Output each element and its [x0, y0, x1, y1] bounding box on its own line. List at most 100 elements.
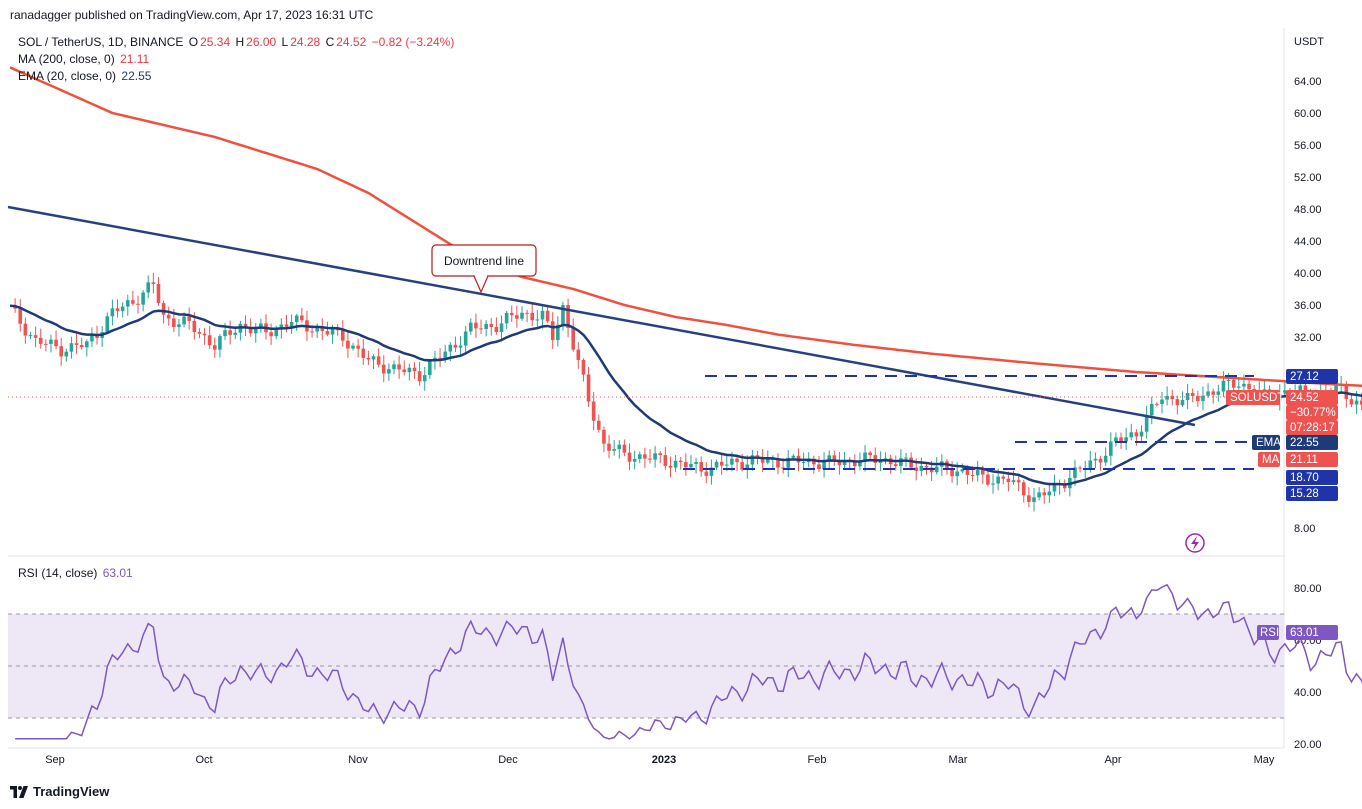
- badge-change-bg: [1286, 405, 1338, 420]
- candle-body: [853, 460, 857, 467]
- candle-body: [1001, 476, 1006, 479]
- legend-h-label: H: [235, 35, 245, 49]
- candle-body: [1078, 467, 1082, 469]
- candle-body: [197, 332, 202, 334]
- candle-body: [1334, 385, 1338, 393]
- candle-body: [658, 453, 663, 456]
- candle-body: [1344, 384, 1349, 400]
- candle-body: [1175, 399, 1180, 406]
- candle-body: [653, 453, 657, 460]
- candle-body: [182, 316, 186, 325]
- candle-body: [970, 475, 975, 477]
- candle-body: [284, 324, 289, 327]
- candle-body: [745, 464, 750, 470]
- candle-body: [765, 459, 770, 463]
- candle-body: [1237, 386, 1241, 388]
- legend-change: −0.82 (−3.24%): [371, 35, 455, 49]
- legend-ema-row[interactable]: EMA (20, close, 0) 22.55: [18, 69, 153, 83]
- candle-body: [18, 308, 23, 324]
- candle-body: [351, 345, 355, 349]
- candle-body: [996, 476, 1000, 484]
- candle-body: [381, 364, 386, 374]
- badge-last-price: 24.52: [1286, 390, 1338, 405]
- candle-body: [704, 471, 709, 476]
- candle-body: [1073, 467, 1077, 478]
- legend-ma-row[interactable]: MA (200, close, 0) 21.11: [18, 52, 151, 66]
- candle-body: [289, 321, 294, 327]
- candlesticks: [13, 272, 1362, 512]
- candle-body: [417, 371, 422, 382]
- candle-body: [79, 345, 84, 348]
- rsi-tick-label: 80.00: [1294, 583, 1322, 595]
- candle-body: [279, 324, 284, 330]
- badge-level-27-bg: [1286, 369, 1338, 384]
- legend-c-value: 24.52: [336, 35, 367, 49]
- candle-body: [909, 457, 913, 468]
- candle-body: [166, 314, 171, 319]
- price-tick-label: 52.00: [1294, 172, 1322, 184]
- candle-body: [1349, 399, 1354, 405]
- candle-body: [494, 326, 499, 333]
- candle-body: [648, 458, 652, 460]
- legend-ma-value: 21.11: [120, 52, 150, 66]
- candle-body: [218, 336, 222, 350]
- badge-level-27-text: 27.12: [1290, 371, 1319, 383]
- badge-ema-label-bg: [1252, 435, 1280, 450]
- candle-body: [1206, 391, 1210, 396]
- candle-body: [893, 464, 898, 466]
- candle-body: [504, 312, 509, 324]
- candle-body: [38, 337, 43, 344]
- flash-icon[interactable]: [1185, 533, 1205, 553]
- badge-countdown-bg: [1286, 420, 1338, 435]
- candle-body: [151, 282, 156, 285]
- candle-body: [23, 323, 28, 336]
- annotation-text: Downtrend line: [444, 254, 524, 268]
- candle-body: [69, 343, 74, 352]
- candle-body: [520, 312, 524, 319]
- legend-l-label: L: [281, 35, 289, 49]
- candle-body: [192, 320, 197, 333]
- candle-body: [310, 331, 314, 333]
- candle-body: [791, 455, 796, 458]
- rsi-band: [8, 614, 1284, 718]
- candle-body: [1011, 480, 1016, 483]
- candle-body: [863, 452, 867, 462]
- candle-body: [356, 345, 360, 349]
- candle-body: [786, 457, 791, 468]
- candle-body: [566, 305, 570, 328]
- candle-body: [725, 464, 729, 466]
- badge-ema-value-bg: [1286, 435, 1338, 450]
- candle-body: [253, 327, 258, 334]
- candle-body: [586, 374, 591, 402]
- candle-body: [1098, 458, 1103, 463]
- downtrend-annotation[interactable]: Downtrend line: [431, 244, 537, 294]
- badge-level-18: 18.70: [1286, 470, 1338, 485]
- price-axis-unit: USDT: [1294, 36, 1324, 48]
- legend-symbol[interactable]: SOL / TetherUS, 1D, BINANCE: [18, 35, 184, 49]
- candle-body: [832, 455, 837, 462]
- price-axis: USDT 64.00 60.00 56.00 52.00 48.00 44.00 40.00 3…: [1294, 36, 1324, 535]
- candle-body: [274, 329, 279, 337]
- candle-body: [1303, 385, 1308, 392]
- candle-body: [530, 312, 535, 321]
- candle-body: [1006, 478, 1011, 483]
- candle-body: [509, 312, 514, 316]
- badge-level-15: 15.28: [1286, 486, 1338, 501]
- candle-body: [223, 330, 227, 337]
- candle-body: [315, 326, 319, 332]
- badge-rsi-label-bg: [1257, 625, 1279, 640]
- candle-body: [550, 321, 555, 341]
- candle-body: [1103, 455, 1108, 463]
- candle-body: [474, 322, 478, 329]
- candle-body: [1021, 482, 1026, 496]
- legend-rsi-row[interactable]: RSI (14, close) 63.01: [18, 566, 135, 580]
- price-tick-label: 44.00: [1294, 236, 1322, 248]
- candle-body: [1231, 379, 1236, 388]
- badge-change: −30.77%: [1286, 405, 1338, 420]
- legend-c-label: C: [325, 35, 335, 49]
- candle-body: [330, 329, 335, 335]
- tradingview-brand[interactable]: TradingView: [10, 784, 109, 799]
- candle-body: [643, 454, 647, 459]
- candle-body: [535, 319, 540, 321]
